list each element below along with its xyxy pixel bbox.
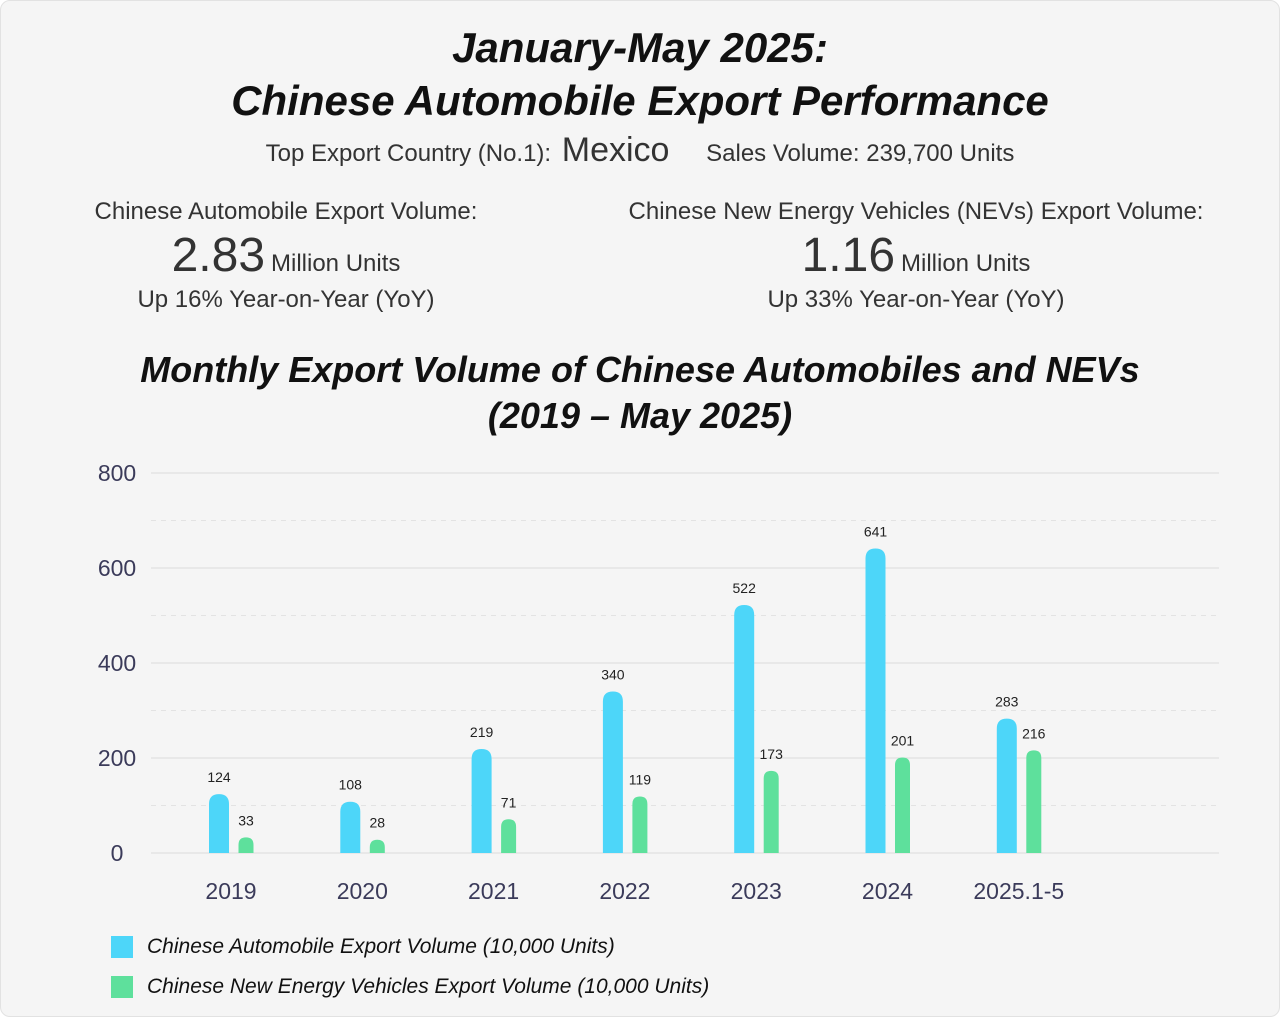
stat-yoy: Up 33% Year-on-Year (YoY) <box>767 286 1065 313</box>
stat-value-line: 1.16 Million Units <box>601 231 1231 292</box>
data-label: 216 <box>1022 725 1046 741</box>
y-tick-label: 400 <box>98 650 136 676</box>
bar-chart: 0 200 400 600 800 124 33 2019 108 28 2020 219 71 2021… <box>98 460 1219 904</box>
x-tick-label: 2019 <box>205 878 256 904</box>
legend-label: Chinese Automobile Export Volume (10,000… <box>147 935 615 958</box>
x-tick-label: 2020 <box>337 878 388 904</box>
stat-yoy: Up 16% Year-on-Year (YoY) <box>137 286 435 313</box>
x-tick-label: 2023 <box>731 878 782 904</box>
data-label: 283 <box>995 694 1019 710</box>
legend-item-nev: Chinese New Energy Vehicles Export Volum… <box>111 967 709 1007</box>
chart-title: Monthly Export Volume of Chinese Automob… <box>1 347 1279 439</box>
x-tick-label: 2024 <box>862 878 913 904</box>
y-tick-label: 0 <box>111 840 124 866</box>
chart-title-line-2: (2019 – May 2025) <box>487 395 793 436</box>
data-label: 219 <box>470 724 494 740</box>
title-line-2: Chinese Automobile Export Performance <box>231 77 1049 124</box>
top-country-label: Top Export Country (No.1): <box>265 140 552 167</box>
bar-nev <box>895 757 910 853</box>
data-label: 71 <box>501 794 517 810</box>
data-label: 124 <box>207 769 231 785</box>
y-tick-label: 800 <box>98 460 136 486</box>
data-label: 522 <box>733 580 757 596</box>
chart-title-line-1: Monthly Export Volume of Chinese Automob… <box>140 349 1140 390</box>
stat-unit: Million Units <box>271 250 401 277</box>
bar-nev <box>501 819 517 853</box>
stat-value: 2.83 <box>171 229 266 282</box>
bar-nev <box>1026 750 1042 853</box>
legend-label: Chinese New Energy Vehicles Export Volum… <box>147 975 710 998</box>
bar-nev <box>238 837 254 853</box>
sales-volume: Sales Volume: 239,700 Units <box>706 140 1015 167</box>
stat-nev-export: Chinese New Energy Vehicles (NEVs) Expor… <box>601 197 1231 314</box>
stat-unit: Million Units <box>901 250 1031 277</box>
bar-nev <box>369 839 385 853</box>
stat-value-line: 2.83 Million Units <box>31 231 541 292</box>
data-label: 108 <box>339 777 363 793</box>
bar-automobile <box>471 748 492 853</box>
data-label: 33 <box>238 812 254 828</box>
bar-automobile <box>734 605 755 853</box>
bar-nev <box>632 796 648 853</box>
y-tick-label: 600 <box>98 555 136 581</box>
legend-swatch-automobile <box>111 936 133 958</box>
bar-automobile <box>602 691 623 853</box>
legend-swatch-nev <box>111 976 133 998</box>
x-tick-label: 2025.1-5 <box>973 878 1064 904</box>
data-label: 201 <box>891 733 915 749</box>
stat-label: Chinese Automobile Export Volume: <box>94 198 478 225</box>
x-tick-label: 2021 <box>468 878 519 904</box>
legend-item-automobile: Chinese Automobile Export Volume (10,000… <box>111 927 709 967</box>
bar-automobile <box>209 794 229 853</box>
data-label: 340 <box>601 667 625 683</box>
top-country-value: Mexico <box>561 131 670 169</box>
bar-automobile <box>340 801 361 853</box>
page-title: January-May 2025: Chinese Automobile Exp… <box>1 21 1279 127</box>
bar-automobile <box>865 548 886 853</box>
x-tick-label: 2022 <box>599 878 650 904</box>
title-line-1: January-May 2025: <box>452 24 828 71</box>
chart-legend: Chinese Automobile Export Volume (10,000… <box>111 927 709 1007</box>
bar-nev <box>763 770 779 853</box>
data-label: 119 <box>629 771 652 787</box>
stat-label: Chinese New Energy Vehicles (NEVs) Expor… <box>628 198 1204 225</box>
bar-automobile <box>996 718 1017 853</box>
y-tick-label: 200 <box>98 745 136 771</box>
data-label: 28 <box>370 815 386 831</box>
data-label: 173 <box>760 746 784 762</box>
stat-value: 1.16 <box>801 229 896 282</box>
data-label: 641 <box>864 524 888 540</box>
stat-automobile-export: Chinese Automobile Export Volume: 2.83 Mi… <box>31 197 541 314</box>
top-country-line: Top Export Country (No.1): Mexico Sales … <box>1 131 1279 170</box>
